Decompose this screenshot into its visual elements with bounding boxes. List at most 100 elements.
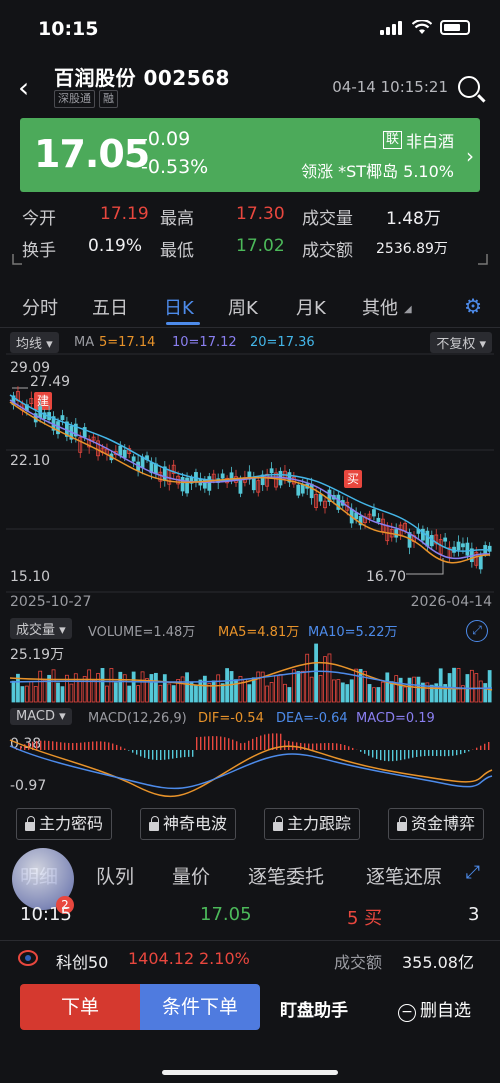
volume-bar bbox=[380, 681, 385, 703]
volume-bar bbox=[318, 675, 323, 703]
tab-tick-restore[interactable]: 逐笔还原 bbox=[366, 866, 442, 888]
notification-badge: 2 bbox=[56, 896, 74, 914]
low-label: 最低 bbox=[160, 241, 194, 261]
volume-bar bbox=[323, 656, 327, 703]
macd-bar bbox=[284, 740, 286, 750]
volume-bar bbox=[158, 684, 163, 703]
macd-bar bbox=[300, 742, 302, 750]
search-icon[interactable] bbox=[458, 76, 480, 98]
macd-y-bottom: -0.97 bbox=[10, 778, 47, 794]
index-value: 1404.12 bbox=[128, 949, 195, 968]
macd-bar bbox=[380, 750, 382, 761]
volume-ma5: MA5=4.81万 bbox=[218, 625, 300, 640]
tool-fund-game[interactable]: 资金博弈 bbox=[387, 808, 484, 840]
macd-select[interactable]: MACD ▾ bbox=[10, 708, 72, 725]
stock-title: 百润股份 002568 bbox=[54, 66, 230, 90]
status-time: 10:15 bbox=[38, 18, 99, 40]
adjust-select[interactable]: 不复权 ▾ bbox=[430, 332, 492, 353]
trade-price: 17.05 bbox=[200, 904, 252, 925]
date-end: 2026-04-14 bbox=[410, 594, 492, 610]
macd-bar bbox=[92, 741, 94, 750]
fullscreen-toggle-icon[interactable]: ⤢ bbox=[466, 620, 488, 642]
buy-marker[interactable]: 买 bbox=[344, 470, 362, 488]
settings-gear-icon[interactable]: ⚙ bbox=[464, 294, 482, 318]
volume-bar bbox=[118, 671, 123, 703]
macd-bar bbox=[344, 744, 346, 750]
macd-bar bbox=[484, 743, 486, 750]
volume-bar bbox=[336, 679, 341, 703]
macd-bar bbox=[136, 750, 138, 755]
volume-bar bbox=[367, 684, 372, 703]
active-tab-indicator bbox=[166, 322, 200, 325]
macd-panel[interactable]: MACD ▾ MACD(12,26,9) DIF=-0.54 DEA=-0.64… bbox=[6, 706, 494, 802]
volume-bar bbox=[345, 684, 350, 703]
volume-bar bbox=[461, 685, 465, 703]
volume-ma10: MA10=5.22万 bbox=[308, 625, 398, 640]
sector-link[interactable]: 联 非白酒 bbox=[382, 128, 454, 152]
tool-magic-wave[interactable]: 神奇电波 bbox=[139, 808, 236, 840]
sector-leader: 领涨 *ST椰岛 5.10% bbox=[301, 162, 454, 181]
volume-panel[interactable]: 成交量 ▾ VOLUME=1.48万 MA5=4.81万 MA10=5.22万 … bbox=[6, 616, 494, 704]
volume-select[interactable]: 成交量 ▾ bbox=[10, 618, 72, 639]
order-button[interactable]: 下单 bbox=[20, 984, 140, 1030]
volume-bar bbox=[327, 653, 332, 703]
volume-chart bbox=[9, 643, 493, 703]
macd-bar bbox=[44, 740, 46, 750]
macd-bar bbox=[24, 744, 26, 750]
tab-volume-price[interactable]: 量价 bbox=[172, 866, 211, 888]
macd-bar bbox=[488, 741, 490, 750]
volume-bar bbox=[216, 674, 221, 703]
sector-badge: 联 bbox=[382, 131, 402, 149]
volume-bar bbox=[429, 684, 434, 703]
macd-bar bbox=[244, 742, 246, 750]
macd-bar bbox=[236, 741, 238, 750]
macd-bar bbox=[192, 750, 194, 757]
volume-bar bbox=[283, 683, 287, 703]
quote-datetime: 04-14 10:15:21 bbox=[332, 78, 448, 96]
index-ticker[interactable]: 科创50 1404.12 2.10% 成交额 355.08亿 bbox=[0, 940, 500, 976]
tool-main-force-track[interactable]: 主力跟踪 bbox=[263, 808, 360, 840]
remove-watchlist-button[interactable]: − 删自选 bbox=[398, 996, 471, 1022]
volume-bar bbox=[487, 670, 492, 703]
macd-bar bbox=[332, 743, 334, 750]
macd-bar bbox=[28, 742, 30, 750]
volume-bar bbox=[20, 686, 25, 703]
macd-bar bbox=[216, 736, 218, 750]
status-bar: 10:15 bbox=[0, 0, 500, 58]
volume-bar bbox=[136, 685, 141, 703]
tab-more[interactable]: 其他 bbox=[362, 298, 398, 319]
tab-weekly-k[interactable]: 周K bbox=[228, 298, 258, 319]
build-marker[interactable]: 建 bbox=[34, 392, 52, 410]
tool-main-force-code[interactable]: 主力密码 bbox=[16, 808, 113, 840]
tab-monthly-k[interactable]: 月K bbox=[296, 298, 326, 319]
indicator-select[interactable]: 均线 ▾ bbox=[10, 332, 59, 353]
tab-intraday[interactable]: 分时 bbox=[22, 298, 58, 319]
macd-bar bbox=[144, 750, 146, 758]
expand-icon[interactable]: ⤢ bbox=[465, 862, 480, 883]
quote-card[interactable]: 17.05 -0.09 -0.53% 联 非白酒 领涨 *ST椰岛 5.10% … bbox=[20, 118, 480, 192]
conditional-order-button[interactable]: 条件下单 bbox=[140, 984, 260, 1030]
volume-bar bbox=[274, 674, 278, 703]
tab-queue[interactable]: 队列 bbox=[96, 866, 135, 888]
trade-side: 5 买 bbox=[347, 908, 383, 929]
tag-margin: 融 bbox=[99, 90, 118, 108]
volume-bar bbox=[403, 686, 408, 703]
volume-bar bbox=[265, 685, 270, 703]
macd-bar bbox=[392, 750, 394, 762]
watch-assistant-button[interactable]: 盯盘助手 bbox=[280, 1001, 348, 1021]
tab-five-day[interactable]: 五日 bbox=[92, 298, 128, 319]
stock-header: ‹ 百润股份 002568 深股通 融 04-14 10:15:21 bbox=[0, 58, 500, 114]
kline-panel[interactable]: 均线 ▾ MA 5=17.14 10=17.12 20=17.36 不复权 ▾ … bbox=[6, 330, 494, 612]
macd-bar bbox=[124, 748, 126, 750]
back-icon[interactable]: ‹ bbox=[18, 71, 30, 104]
expand-corners[interactable] bbox=[12, 254, 488, 266]
index-name: 科创50 bbox=[56, 953, 109, 972]
macd-bar bbox=[388, 750, 390, 762]
tab-daily-k[interactable]: 日K bbox=[164, 298, 194, 319]
tab-tick-orders[interactable]: 逐笔委托 bbox=[248, 866, 325, 888]
macd-bar bbox=[48, 740, 50, 750]
more-dropdown-icon: ◢ bbox=[404, 304, 412, 315]
volume-bar bbox=[194, 685, 198, 703]
volume-bar bbox=[198, 679, 203, 703]
volume-bar bbox=[256, 671, 261, 703]
